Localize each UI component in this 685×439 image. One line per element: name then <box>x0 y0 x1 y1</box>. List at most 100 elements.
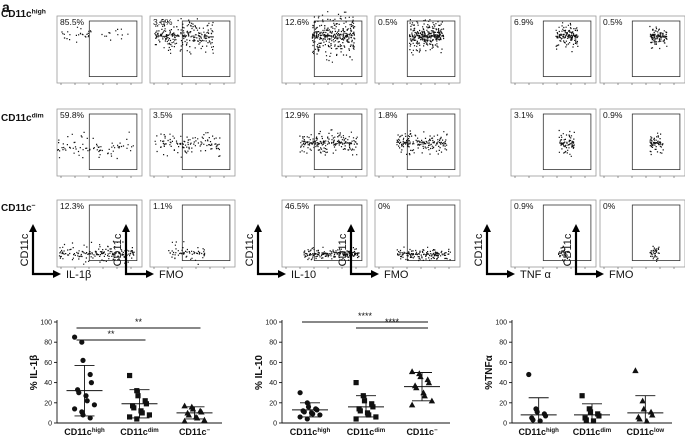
plot-frame <box>56 108 143 177</box>
y-tick-label: 100 <box>40 320 52 327</box>
event-dots <box>409 19 445 56</box>
y-tick-label: 80 <box>269 340 277 347</box>
data-point <box>181 417 188 424</box>
gate-box <box>631 204 681 262</box>
gate-percentage: 0% <box>378 201 391 211</box>
plot-frame <box>599 108 685 177</box>
event-dots <box>154 18 214 55</box>
data-point <box>649 411 656 418</box>
flow-plot: 59.8% <box>56 108 143 178</box>
gate-box <box>313 20 363 78</box>
arrow-head <box>483 224 491 232</box>
gate-percentage: 12.3% <box>60 201 85 211</box>
event-dots <box>299 129 358 156</box>
event-dots <box>57 131 134 160</box>
x-axis-marker-label: FMO <box>159 269 184 281</box>
flow-plot: 12.3% <box>56 199 143 269</box>
flow-plot: 6.9% <box>510 15 597 85</box>
data-point <box>357 408 363 414</box>
gate-percentage: 0% <box>603 201 616 211</box>
gate-percentage: 1.1% <box>153 201 173 211</box>
plot-frame <box>599 199 685 268</box>
data-point <box>310 411 316 417</box>
data-point <box>135 393 141 399</box>
event-dots <box>396 130 448 156</box>
gate-box <box>406 20 456 78</box>
arrow-head <box>596 270 604 278</box>
event-dots <box>555 22 579 53</box>
gate-percentage: 3.6% <box>153 17 173 27</box>
y-tick-label: 40 <box>499 380 507 387</box>
x-category-label: CD11c− <box>179 427 211 437</box>
data-point <box>301 409 307 415</box>
event-dots <box>154 132 221 158</box>
data-point <box>127 372 133 379</box>
flow-plot: 3.6% <box>149 15 236 85</box>
arrow-head <box>254 224 262 232</box>
data-point <box>587 409 594 415</box>
gate-box <box>181 113 231 171</box>
gate-box <box>542 20 592 78</box>
data-point <box>425 379 433 386</box>
x-axis-marker-label: FMO <box>384 269 409 281</box>
event-dots <box>649 245 660 262</box>
y-tick-label: 60 <box>269 360 277 367</box>
gate-percentage: 12.6% <box>285 17 310 27</box>
x-category-label: CD11chigh <box>518 427 559 437</box>
data-point <box>146 412 152 418</box>
data-point <box>636 415 643 422</box>
gate-percentage: 0.9% <box>603 110 623 120</box>
data-point <box>185 411 192 418</box>
flow-plot: 0% <box>374 199 461 269</box>
event-dots <box>311 11 356 63</box>
data-point <box>87 415 93 421</box>
data-point <box>366 412 372 418</box>
plot-frame <box>149 108 236 177</box>
axis-arrows: TNF α CD11c <box>473 224 551 281</box>
gate-percentage: 46.5% <box>285 201 310 211</box>
flow-plot: 0% <box>599 199 685 269</box>
axis-arrows: FMO CD11c <box>562 224 634 281</box>
event-dots <box>649 132 664 156</box>
gate-box <box>181 204 231 262</box>
gate-box <box>88 113 138 171</box>
gate-box <box>542 204 592 262</box>
data-point <box>79 339 85 345</box>
arrow-head <box>507 270 515 278</box>
flow-plot: 85.5% <box>56 15 143 85</box>
y-tick-label: 20 <box>269 400 277 407</box>
arrow-head <box>122 224 130 232</box>
y-axis-label: CD11c <box>112 233 124 266</box>
axis-arrows: FMO CD11c <box>337 224 409 281</box>
gate-percentage: 0.5% <box>378 17 398 27</box>
flow-plot: 0.5% <box>599 15 685 85</box>
y-axis-label: CD11c <box>19 233 31 266</box>
plot-frame <box>374 15 461 84</box>
data-point <box>596 413 602 419</box>
data-point <box>134 416 140 422</box>
plot-frame <box>510 108 597 177</box>
arrow-head <box>371 270 379 278</box>
data-point <box>131 405 137 411</box>
event-dots <box>649 25 668 50</box>
flow-plot: 1.8% <box>374 108 461 178</box>
event-dots <box>558 245 570 263</box>
data-point <box>579 393 585 399</box>
event-dots <box>61 26 129 43</box>
y-tick-label: 0 <box>503 421 507 428</box>
gate-percentage: 1.8% <box>378 110 398 120</box>
x-axis-marker-label: TNF α <box>520 269 551 281</box>
plot-frame <box>149 199 236 268</box>
significance-label: ** <box>107 329 115 339</box>
event-dots <box>558 129 575 157</box>
data-point <box>353 380 359 386</box>
y-tick-label: 40 <box>44 380 52 387</box>
y-axis-label: % IL-10 <box>254 355 265 390</box>
y-tick-label: 60 <box>44 360 52 367</box>
data-point <box>181 402 188 409</box>
gate-percentage: 12.9% <box>285 110 310 120</box>
arrow-head <box>53 270 61 278</box>
arrow-head <box>572 224 580 232</box>
data-point <box>408 368 416 375</box>
